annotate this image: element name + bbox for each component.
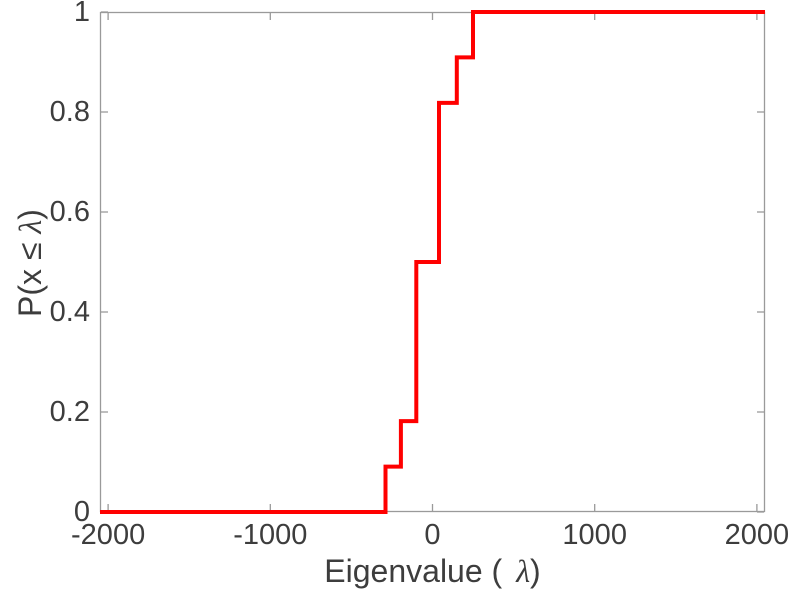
lambda-symbol: λ [516, 553, 531, 589]
y-tick-label: 0.2 [49, 396, 90, 428]
y-tick-label: 0 [73, 496, 90, 528]
plot-area [99, 10, 766, 514]
x-axis-label: Eigenvalue ( λ) [100, 552, 765, 590]
x-tick-label: 0 [424, 519, 441, 551]
x-tick-label: -1000 [233, 519, 308, 551]
ecdf-step-line [100, 10, 765, 514]
y-tick-label: 1 [73, 0, 90, 28]
axes-box [99, 11, 766, 513]
y-axis-label: P(x ≤ λ) [11, 113, 49, 413]
y-tick-label: 0.4 [49, 296, 90, 328]
x-tick-label: 2000 [724, 519, 790, 551]
x-tick-label: -2000 [71, 519, 146, 551]
x-axis-label-prefix: Eigenvalue ( [324, 553, 503, 589]
x-axis-label-suffix: ) [530, 553, 541, 589]
x-tick-label: 1000 [562, 519, 627, 551]
y-tick-label: 0.8 [49, 96, 90, 128]
y-tick-label: 0.6 [49, 196, 90, 228]
